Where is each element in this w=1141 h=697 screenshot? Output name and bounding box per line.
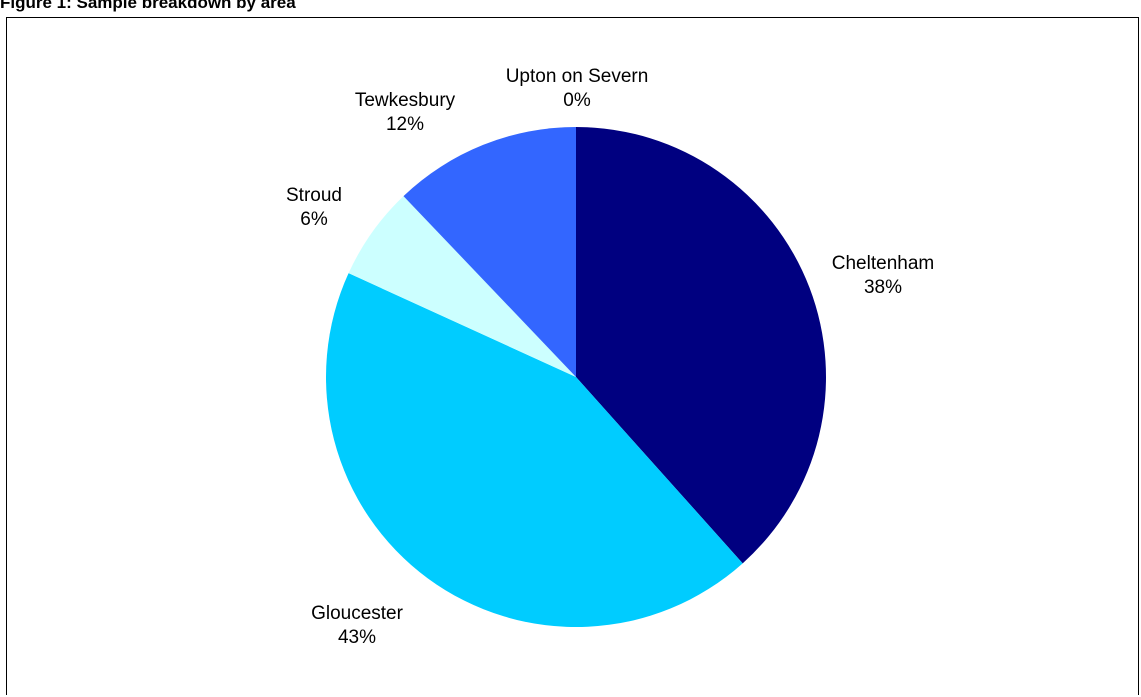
slice-label-tewkesbury: Tewkesbury	[355, 90, 456, 111]
chart-frame: Cheltenham 38% Gloucester 43% Stroud 6% Tewkes…	[6, 17, 1139, 695]
slice-percent-cheltenham: 38%	[864, 277, 902, 298]
pie-slice-gloucester	[325, 273, 743, 628]
figure-title: Figure 1: Sample breakdown by area	[0, 0, 296, 12]
pie-slice-tewkesbury	[403, 127, 576, 377]
pie-slice-stroud	[348, 196, 576, 377]
pie-slice-cheltenham	[576, 127, 827, 564]
slice-percent-gloucester: 43%	[338, 627, 376, 648]
slice-percent-tewkesbury: 12%	[386, 114, 424, 135]
pie-labels: Cheltenham 38% Gloucester 43% Stroud 6% Tewkes…	[286, 66, 934, 648]
slice-label-gloucester: Gloucester	[311, 603, 404, 624]
pie-slices	[325, 127, 827, 628]
slice-label-stroud: Stroud	[286, 185, 342, 206]
slice-percent-upton-on-severn: 0%	[563, 90, 591, 111]
slice-label-upton-on-severn: Upton on Severn	[506, 66, 649, 87]
pie-chart: Cheltenham 38% Gloucester 43% Stroud 6% Tewkes…	[286, 66, 934, 648]
slice-label-cheltenham: Cheltenham	[832, 253, 934, 274]
slice-percent-stroud: 6%	[300, 209, 328, 230]
